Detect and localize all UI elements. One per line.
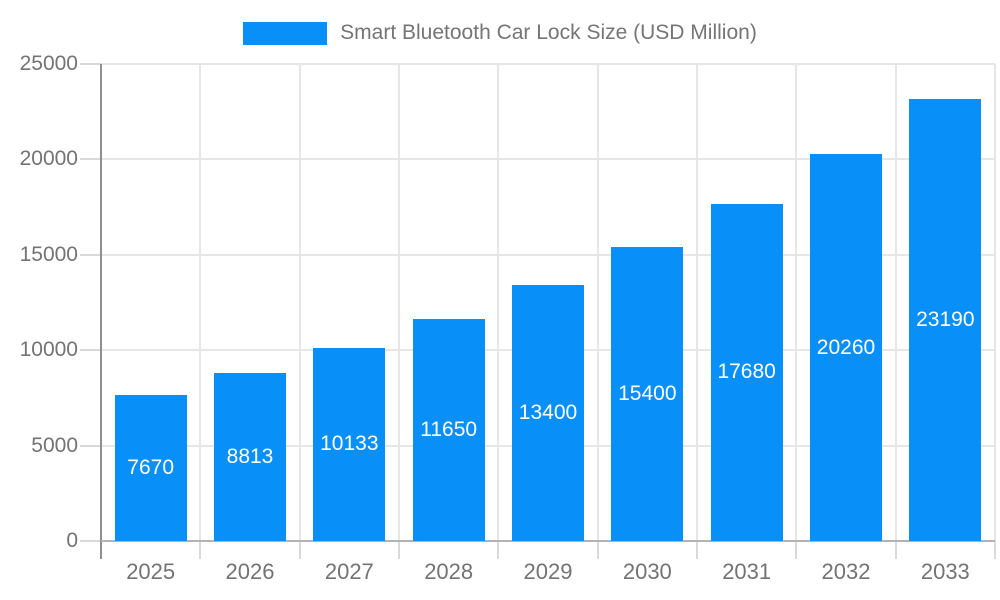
bar: 8813 [214, 372, 286, 541]
chart-title: Smart Bluetooth Car Lock Size (USD Milli… [340, 21, 757, 44]
y-tick-label: 10000 [19, 338, 78, 362]
bar-value-label: 15400 [618, 382, 677, 406]
x-tick-label: 2026 [225, 559, 275, 584]
gridline-vertical [497, 64, 500, 541]
bar: 11650 [412, 318, 485, 541]
bar-value-label: 11650 [420, 417, 478, 441]
x-axis-tick [696, 541, 698, 559]
bar: 17680 [710, 203, 783, 541]
x-tick-label: 2029 [523, 559, 573, 584]
bar: 15400 [611, 247, 684, 541]
y-tick-label: 20000 [19, 147, 78, 171]
y-axis-tick [80, 158, 101, 161]
x-axis-tick [497, 541, 500, 559]
bar-value-label: 8813 [226, 444, 274, 468]
gridline-vertical [298, 64, 301, 541]
y-axis-tick [80, 349, 101, 352]
gridline-horizontal [101, 158, 995, 161]
gridline-vertical [894, 64, 897, 541]
x-axis-tick [795, 541, 798, 559]
legend-swatch [243, 21, 328, 45]
gridline-vertical [994, 64, 996, 541]
x-axis-tick [596, 541, 599, 559]
bar-value-label: 20260 [816, 335, 876, 359]
y-tick-label: 0 [66, 529, 78, 552]
gridline-horizontal [101, 63, 995, 65]
bar-value-label: 23190 [916, 307, 975, 331]
chart-legend: Smart Bluetooth Car Lock Size (USD Milli… [0, 21, 1000, 45]
x-tick-label: 2030 [622, 559, 672, 584]
x-tick-label: 2031 [722, 559, 772, 584]
gridline-vertical [596, 64, 599, 541]
gridline-vertical [398, 64, 400, 541]
gridline-horizontal [101, 253, 995, 256]
y-axis-tick [80, 444, 101, 447]
bar: 23190 [909, 98, 982, 541]
y-tick-label: 5000 [31, 433, 78, 457]
x-tick-label: 2028 [424, 559, 474, 584]
y-axis-tick [80, 540, 101, 542]
x-tick-label: 2032 [821, 559, 871, 584]
x-axis-tick [398, 541, 400, 559]
bar: 10133 [313, 347, 386, 541]
bar-value-label: 10133 [320, 432, 379, 456]
bar-value-label: 7670 [127, 455, 175, 479]
bar: 20260 [810, 154, 882, 541]
y-axis-tick [80, 253, 101, 256]
x-tick-label: 2027 [324, 559, 374, 584]
x-axis-line [101, 540, 995, 542]
x-axis-tick [894, 541, 897, 559]
y-axis-line [100, 64, 102, 559]
x-tick-label: 2033 [920, 559, 970, 584]
gridline-vertical [696, 64, 698, 541]
x-axis-tick [298, 541, 301, 559]
bar: 7670 [114, 394, 187, 541]
x-axis-tick [994, 541, 996, 559]
bar: 13400 [512, 285, 584, 541]
y-tick-label: 25000 [19, 52, 78, 75]
y-axis-tick [80, 63, 101, 65]
bar-value-label: 13400 [518, 401, 578, 425]
gridline-vertical [795, 64, 798, 541]
gridline-vertical [199, 64, 202, 541]
y-tick-label: 15000 [19, 242, 78, 266]
bar-value-label: 17680 [717, 360, 776, 384]
x-tick-label: 2025 [126, 559, 176, 584]
x-axis-tick [199, 541, 202, 559]
